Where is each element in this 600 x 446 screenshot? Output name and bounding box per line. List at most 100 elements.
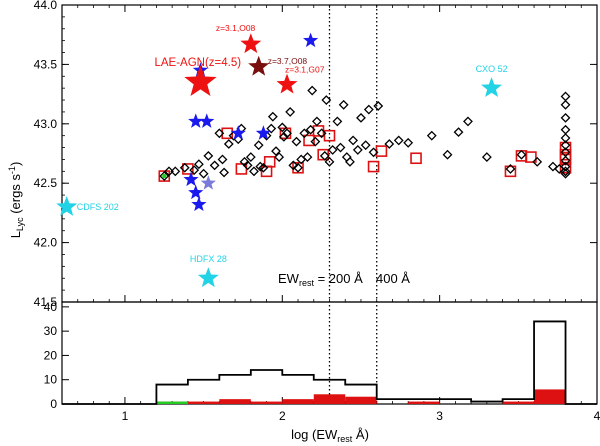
cyan-star-marker <box>481 77 503 98</box>
x-tick-label: 2 <box>279 409 286 423</box>
blue-star-marker <box>230 125 246 140</box>
lae-diamond-marker <box>293 162 303 173</box>
red-star-marker <box>276 73 298 94</box>
cyan-star-label: CXO 52 <box>476 64 508 74</box>
cyan-star-label: HDFX 28 <box>190 254 227 264</box>
lae-diamond-marker <box>170 166 181 177</box>
lae-box-marker <box>182 163 194 175</box>
lae-diamond-marker <box>288 160 299 171</box>
hist-bar-green <box>156 401 188 404</box>
red-star-label: z=3.1,G07 <box>285 65 325 75</box>
lae-diamond-marker <box>267 111 278 122</box>
lae-diamond-marker <box>348 135 359 146</box>
lae-box-marker <box>323 129 336 142</box>
lae-diamond-marker <box>335 142 346 153</box>
lae-diamond-marker <box>209 160 220 171</box>
lae-diamond-marker <box>560 155 571 166</box>
lae-diamond-marker <box>453 127 464 138</box>
hist-bar-boxed <box>345 396 377 404</box>
lae-diamond-marker <box>271 146 281 157</box>
blue-star-marker <box>188 113 204 128</box>
top-y-axis: 41.5 42.0 42.5 43.0 43.5 44.0 <box>34 0 598 309</box>
lae-diamond-marker <box>403 137 414 148</box>
lae-diamond-marker <box>203 150 214 161</box>
lae-diamond-marker <box>217 154 228 165</box>
ew-400-label: 400 Å <box>376 271 410 286</box>
lae-diamond-marker <box>193 159 204 170</box>
lae-diamond-marker <box>363 104 374 115</box>
cyan-star-marker <box>197 267 219 288</box>
lae-diamond-marker <box>352 145 363 155</box>
lae-diamond-marker <box>299 128 310 139</box>
blue-star-marker <box>191 196 207 212</box>
lae-box-marker <box>375 145 388 157</box>
red-star-marker <box>184 65 217 96</box>
lae-diamond-marker <box>291 136 302 147</box>
lae-diamond-marker <box>319 150 330 161</box>
lae-diamond-marker <box>341 152 352 162</box>
lae-diamond-marker <box>560 112 571 123</box>
y-tick-label: 42.5 <box>34 176 58 190</box>
lae-diamond-marker <box>159 171 170 181</box>
red-star-label: z=3.1,O08 <box>216 23 256 33</box>
ew-threshold-lines <box>328 5 378 404</box>
lae-diamond-marker <box>282 128 292 139</box>
lae-diamond-marker <box>560 99 571 110</box>
lae-diamond-marker <box>373 101 384 111</box>
hist-y-tick-label: 0 <box>50 397 57 411</box>
lae-diamond-marker <box>253 140 264 151</box>
lae-diamond-marker <box>356 112 366 123</box>
lae-box-marker <box>303 134 315 147</box>
hist-y-tick-label: 40 <box>44 300 58 314</box>
lae-diamond-marker <box>198 168 209 179</box>
lae-box-marker <box>263 156 276 168</box>
lae-diamond-marker <box>560 166 571 177</box>
y-tick-label: 43.0 <box>34 117 58 131</box>
lae-diamond-marker <box>249 166 259 177</box>
lae-diamond-marker <box>189 165 200 176</box>
scatter-markers <box>56 32 572 288</box>
lae-diamond-marker <box>321 95 332 105</box>
lae-diamond-marker <box>560 91 571 102</box>
hist-bar-boxed <box>502 401 535 404</box>
lae-diamond-marker <box>274 152 285 162</box>
annotations: CDFS 202 HDFX 28 CXO 52 LAE-AGN(z=4.5) z=3.1… <box>77 23 508 264</box>
lae-diamond-marker <box>310 136 321 147</box>
hist-y-tick-label: 30 <box>44 324 58 338</box>
y-tick-label: 42.0 <box>34 236 58 250</box>
lae-diamond-marker <box>277 122 288 133</box>
lae-box-marker <box>504 165 517 178</box>
hist-y-tick-label: 10 <box>44 373 58 387</box>
cyan-star-marker <box>56 195 78 216</box>
lae-box-marker <box>158 170 171 182</box>
lae-diamond-marker <box>266 123 277 134</box>
lae-diamond-marker <box>560 124 571 135</box>
x-tick-label: 3 <box>436 409 443 423</box>
lae-diamond-marker <box>278 131 289 142</box>
lae-diamond-marker <box>219 167 229 178</box>
darkred-star-label: z=3.7,O08 <box>268 56 308 66</box>
red-star-label: LAE-AGN(z=4.5) <box>154 57 241 69</box>
lae-diamond-marker <box>324 156 335 167</box>
hist-bar-boxed <box>282 399 314 404</box>
grey-blue-star-marker <box>200 175 216 190</box>
lae-diamond-marker <box>332 116 343 127</box>
lae-box-marker <box>410 152 422 165</box>
lae-diamond-marker <box>307 85 318 96</box>
lae-diamond-marker <box>179 162 190 173</box>
hist-bar-boxed <box>408 401 440 404</box>
blue-star-marker <box>255 125 272 140</box>
darkred-star-marker <box>248 55 270 76</box>
blue-star-marker <box>199 113 215 128</box>
lae-diamond-marker <box>223 139 234 149</box>
cyan-star-label: CDFS 202 <box>77 202 119 212</box>
hist-bar-boxed <box>534 389 566 404</box>
lae-diamond-marker <box>245 152 256 162</box>
blue-star-marker <box>183 171 199 187</box>
lae-diamond-marker <box>560 168 571 179</box>
hist-outline-all <box>62 320 597 405</box>
y-axis-label: LLyc (ergs s-1) <box>7 162 25 239</box>
lae-diamond-marker <box>345 156 355 167</box>
lae-diamond-marker <box>302 152 313 162</box>
